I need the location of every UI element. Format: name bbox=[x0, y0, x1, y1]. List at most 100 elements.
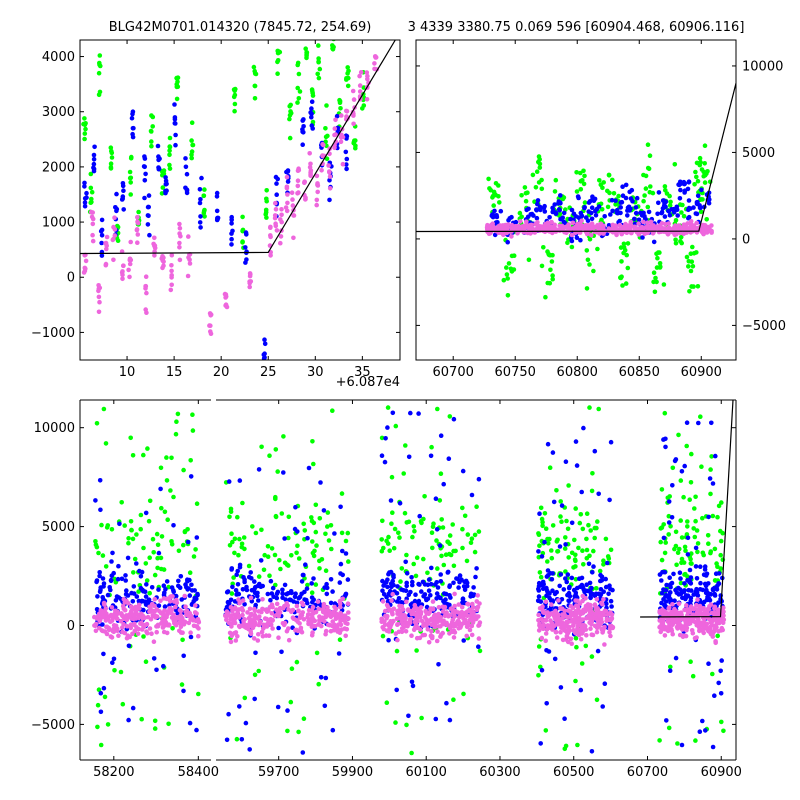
lightcurve-g-point bbox=[286, 535, 291, 541]
lightcurve-g-point bbox=[147, 555, 152, 560]
lightcurve-p-point bbox=[322, 619, 327, 624]
lightcurve-p-point bbox=[713, 640, 718, 646]
lightcurve-p-point bbox=[252, 615, 257, 621]
season-g-point bbox=[690, 264, 696, 269]
lightcurve-b-point bbox=[598, 592, 604, 597]
season-p-point bbox=[516, 223, 521, 229]
lightcurve-p-point bbox=[451, 628, 457, 633]
season-g-point bbox=[550, 273, 555, 278]
lightcurve-p-point bbox=[97, 625, 102, 631]
lightcurve-p-point bbox=[382, 622, 388, 628]
peak-b-point bbox=[146, 213, 151, 219]
lightcurve-b-point bbox=[563, 459, 569, 465]
lightcurve-p-point bbox=[467, 607, 473, 613]
lightcurve-p-point bbox=[562, 628, 567, 633]
lightcurve-b-point bbox=[566, 598, 571, 604]
lightcurve-p-point bbox=[260, 597, 265, 602]
lightcurve-b-point bbox=[550, 450, 556, 455]
season-g-point bbox=[611, 191, 617, 196]
lightcurve-b-point bbox=[383, 436, 388, 441]
peak-g-point bbox=[189, 155, 194, 161]
lightcurve-g-point bbox=[440, 525, 446, 530]
lightcurve-p-point bbox=[326, 608, 332, 614]
lightcurve-p-point bbox=[594, 629, 600, 635]
season-g-point bbox=[534, 169, 540, 174]
lightcurve-g-point bbox=[391, 545, 397, 551]
lightcurve-p-point bbox=[417, 635, 423, 641]
season-g-point bbox=[695, 178, 701, 184]
lightcurve-g-point bbox=[289, 666, 295, 671]
lightcurve-p-point bbox=[241, 618, 246, 623]
lightcurve-g-point bbox=[678, 580, 684, 586]
lightcurve-g-point bbox=[589, 654, 595, 659]
lightcurve-g-point bbox=[252, 672, 258, 678]
season-p-point bbox=[497, 223, 502, 229]
peak-g-point bbox=[251, 64, 257, 70]
peak-p-point bbox=[186, 234, 191, 239]
season-g-point bbox=[607, 190, 612, 196]
lightcurve-p-point bbox=[418, 605, 424, 610]
season-p-point bbox=[648, 219, 654, 225]
season-p-point bbox=[663, 221, 668, 227]
lightcurve-b-point bbox=[171, 523, 176, 528]
lightcurve-b-point bbox=[97, 573, 102, 579]
lightcurve-p-point bbox=[580, 629, 586, 634]
peak-g-point bbox=[324, 156, 330, 161]
lightcurve-g-point bbox=[227, 543, 233, 548]
lightcurve-p-point bbox=[707, 604, 712, 609]
season-g-point bbox=[690, 244, 695, 250]
lightcurve-p-point bbox=[706, 628, 711, 634]
lightcurve-p-point bbox=[131, 613, 136, 618]
lightcurve-p-point bbox=[294, 627, 299, 633]
lightcurve-g-point bbox=[597, 568, 603, 574]
lightcurve-p-point bbox=[715, 607, 720, 613]
lightcurve-p-point bbox=[684, 603, 689, 608]
lightcurve-p-point bbox=[97, 611, 102, 617]
lightcurve-b-point bbox=[154, 667, 159, 673]
lightcurve-g-point bbox=[295, 543, 300, 549]
lightcurve-g-point bbox=[694, 528, 700, 533]
lightcurve-b-point bbox=[578, 687, 584, 693]
lightcurve-p-point bbox=[144, 629, 149, 634]
lightcurve-g-point bbox=[98, 742, 104, 748]
peak-g-point bbox=[252, 96, 258, 101]
lightcurve-g-point bbox=[601, 562, 606, 567]
lightcurve-b-point bbox=[328, 577, 334, 582]
lightcurve-p-point bbox=[565, 614, 570, 620]
season-g-point bbox=[519, 193, 524, 198]
lightcurve-b-point bbox=[303, 562, 308, 567]
lightcurve-p-point bbox=[540, 626, 546, 632]
lightcurve-g-point bbox=[231, 575, 236, 580]
season-b-point bbox=[623, 182, 629, 188]
lightcurve-p-point bbox=[674, 624, 680, 630]
lightcurve-b-point bbox=[703, 728, 708, 733]
lightcurve-b-point bbox=[688, 575, 694, 580]
peak-b-point bbox=[229, 242, 234, 247]
lightcurve-b-point bbox=[666, 499, 672, 504]
season-b-point bbox=[542, 209, 548, 214]
lightcurve-p-point bbox=[259, 609, 264, 615]
lightcurve-g-point bbox=[461, 691, 466, 697]
lightcurve-g-point bbox=[594, 586, 599, 591]
lightcurve-g-point bbox=[682, 544, 688, 550]
lightcurve-p-point bbox=[578, 636, 584, 642]
lightcurve-b-point bbox=[550, 588, 555, 593]
lightcurve-p-point bbox=[607, 630, 612, 635]
lightcurve-b-point bbox=[460, 596, 466, 601]
lightcurve-p-point bbox=[104, 624, 110, 630]
peak-g-point bbox=[317, 66, 323, 72]
lightcurve-g-point bbox=[603, 536, 609, 542]
lightcurve-g-point bbox=[404, 552, 409, 558]
season-b-point bbox=[552, 202, 557, 207]
season-b-point bbox=[699, 187, 704, 193]
lightcurve-g-point bbox=[657, 738, 662, 743]
lightcurve-g-point bbox=[132, 556, 138, 562]
lightcurve-p-point bbox=[384, 602, 390, 608]
peak-b-point bbox=[91, 168, 97, 174]
season-p-point bbox=[549, 219, 554, 225]
peak-p-point bbox=[152, 235, 157, 241]
lightcurve-p-point bbox=[695, 597, 700, 602]
lightcurve-b-point bbox=[235, 568, 240, 574]
lightcurve-g-point bbox=[164, 478, 170, 483]
lightcurve-b-point bbox=[422, 592, 428, 597]
